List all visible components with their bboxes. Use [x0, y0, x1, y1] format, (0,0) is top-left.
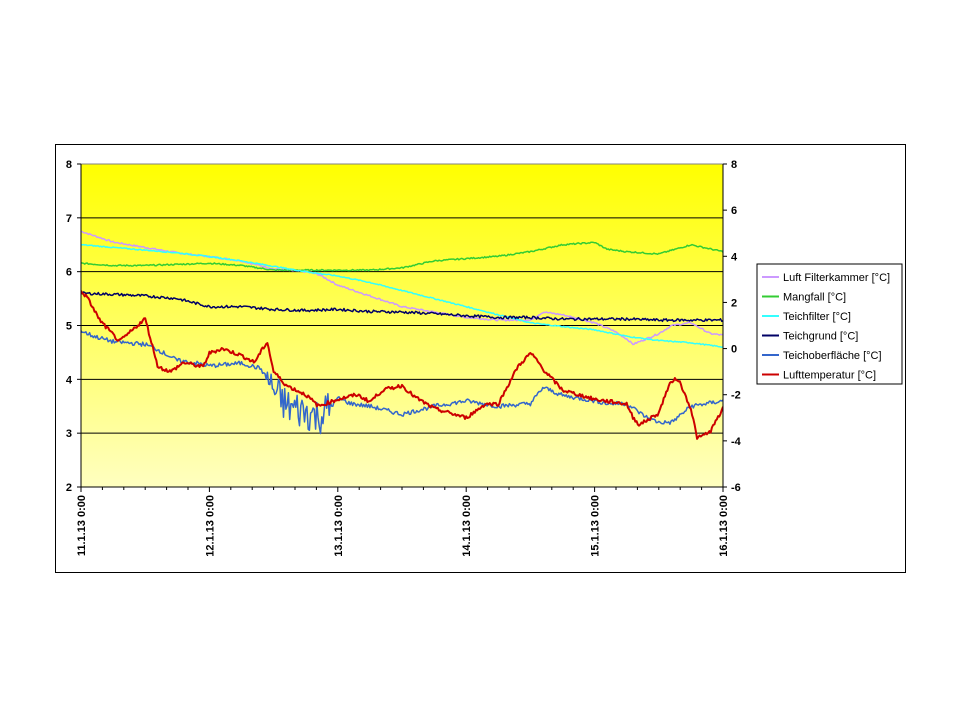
y-left-tick-label: 6 [66, 267, 72, 279]
y-left-tick-label: 2 [66, 482, 72, 494]
y-right-tick-label: 4 [731, 251, 738, 263]
x-tick-label: 14.1.13 0:00 [461, 495, 473, 557]
legend-label: Teichoberfläche [°C] [783, 350, 882, 362]
series-line [81, 290, 723, 440]
series-line [81, 243, 723, 349]
y-left-tick-label: 8 [66, 159, 72, 171]
x-tick-label: 16.1.13 0:00 [718, 495, 730, 557]
y-right-tick-label: 6 [731, 205, 737, 217]
y-left-tick-label: 5 [66, 321, 72, 333]
series-line [81, 241, 723, 272]
x-tick-label: 15.1.13 0:00 [590, 495, 602, 557]
y-right-tick-label: 8 [731, 159, 737, 171]
x-tick-label: 13.1.13 0:00 [333, 495, 345, 557]
y-left-tick-label: 4 [66, 374, 73, 386]
line-chart: 2 3 4 5 6 7 8 -6 -4 -2 0 2 4 6 8 11.1.13 0:00 12.1.13 0:… [66, 159, 903, 557]
y-right-tick-label: 2 [731, 297, 737, 309]
y-right-tick-label: 0 [731, 344, 737, 356]
legend-label: Teichgrund [°C] [783, 331, 858, 343]
legend-label: Mangfall [°C] [783, 292, 846, 304]
legend-box [756, 263, 903, 385]
legend-label: Luft Filterkammer [°C] [783, 272, 890, 284]
y-right-tick-label: -6 [731, 482, 741, 494]
x-tick-label: 12.1.13 0:00 [204, 495, 216, 557]
chart-frame: 2 3 4 5 6 7 8 -6 -4 -2 0 2 4 6 8 11.1.13 0:00 12.1.13 0:… [55, 144, 906, 573]
y-left-tick-label: 7 [66, 213, 72, 225]
x-tick-label: 11.1.13 0:00 [76, 495, 88, 556]
legend-label: Lufttemperatur [°C] [783, 370, 876, 382]
series-line [81, 291, 723, 323]
y-left-tick-label: 3 [66, 428, 72, 440]
y-right-tick-label: -2 [731, 390, 741, 402]
legend-label: Teichfilter [°C] [783, 311, 851, 323]
y-right-tick-label: -4 [731, 436, 742, 448]
